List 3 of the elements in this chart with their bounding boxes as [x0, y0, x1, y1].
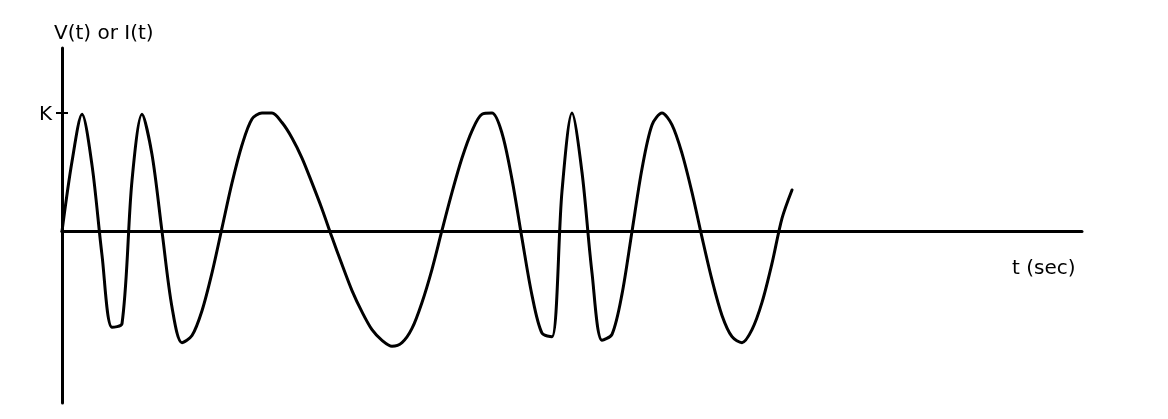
x-axis-title: t (sec)	[1012, 255, 1076, 280]
text: K	[38, 101, 53, 126]
y-axis-title: V(t) or I(t)	[54, 20, 154, 44]
